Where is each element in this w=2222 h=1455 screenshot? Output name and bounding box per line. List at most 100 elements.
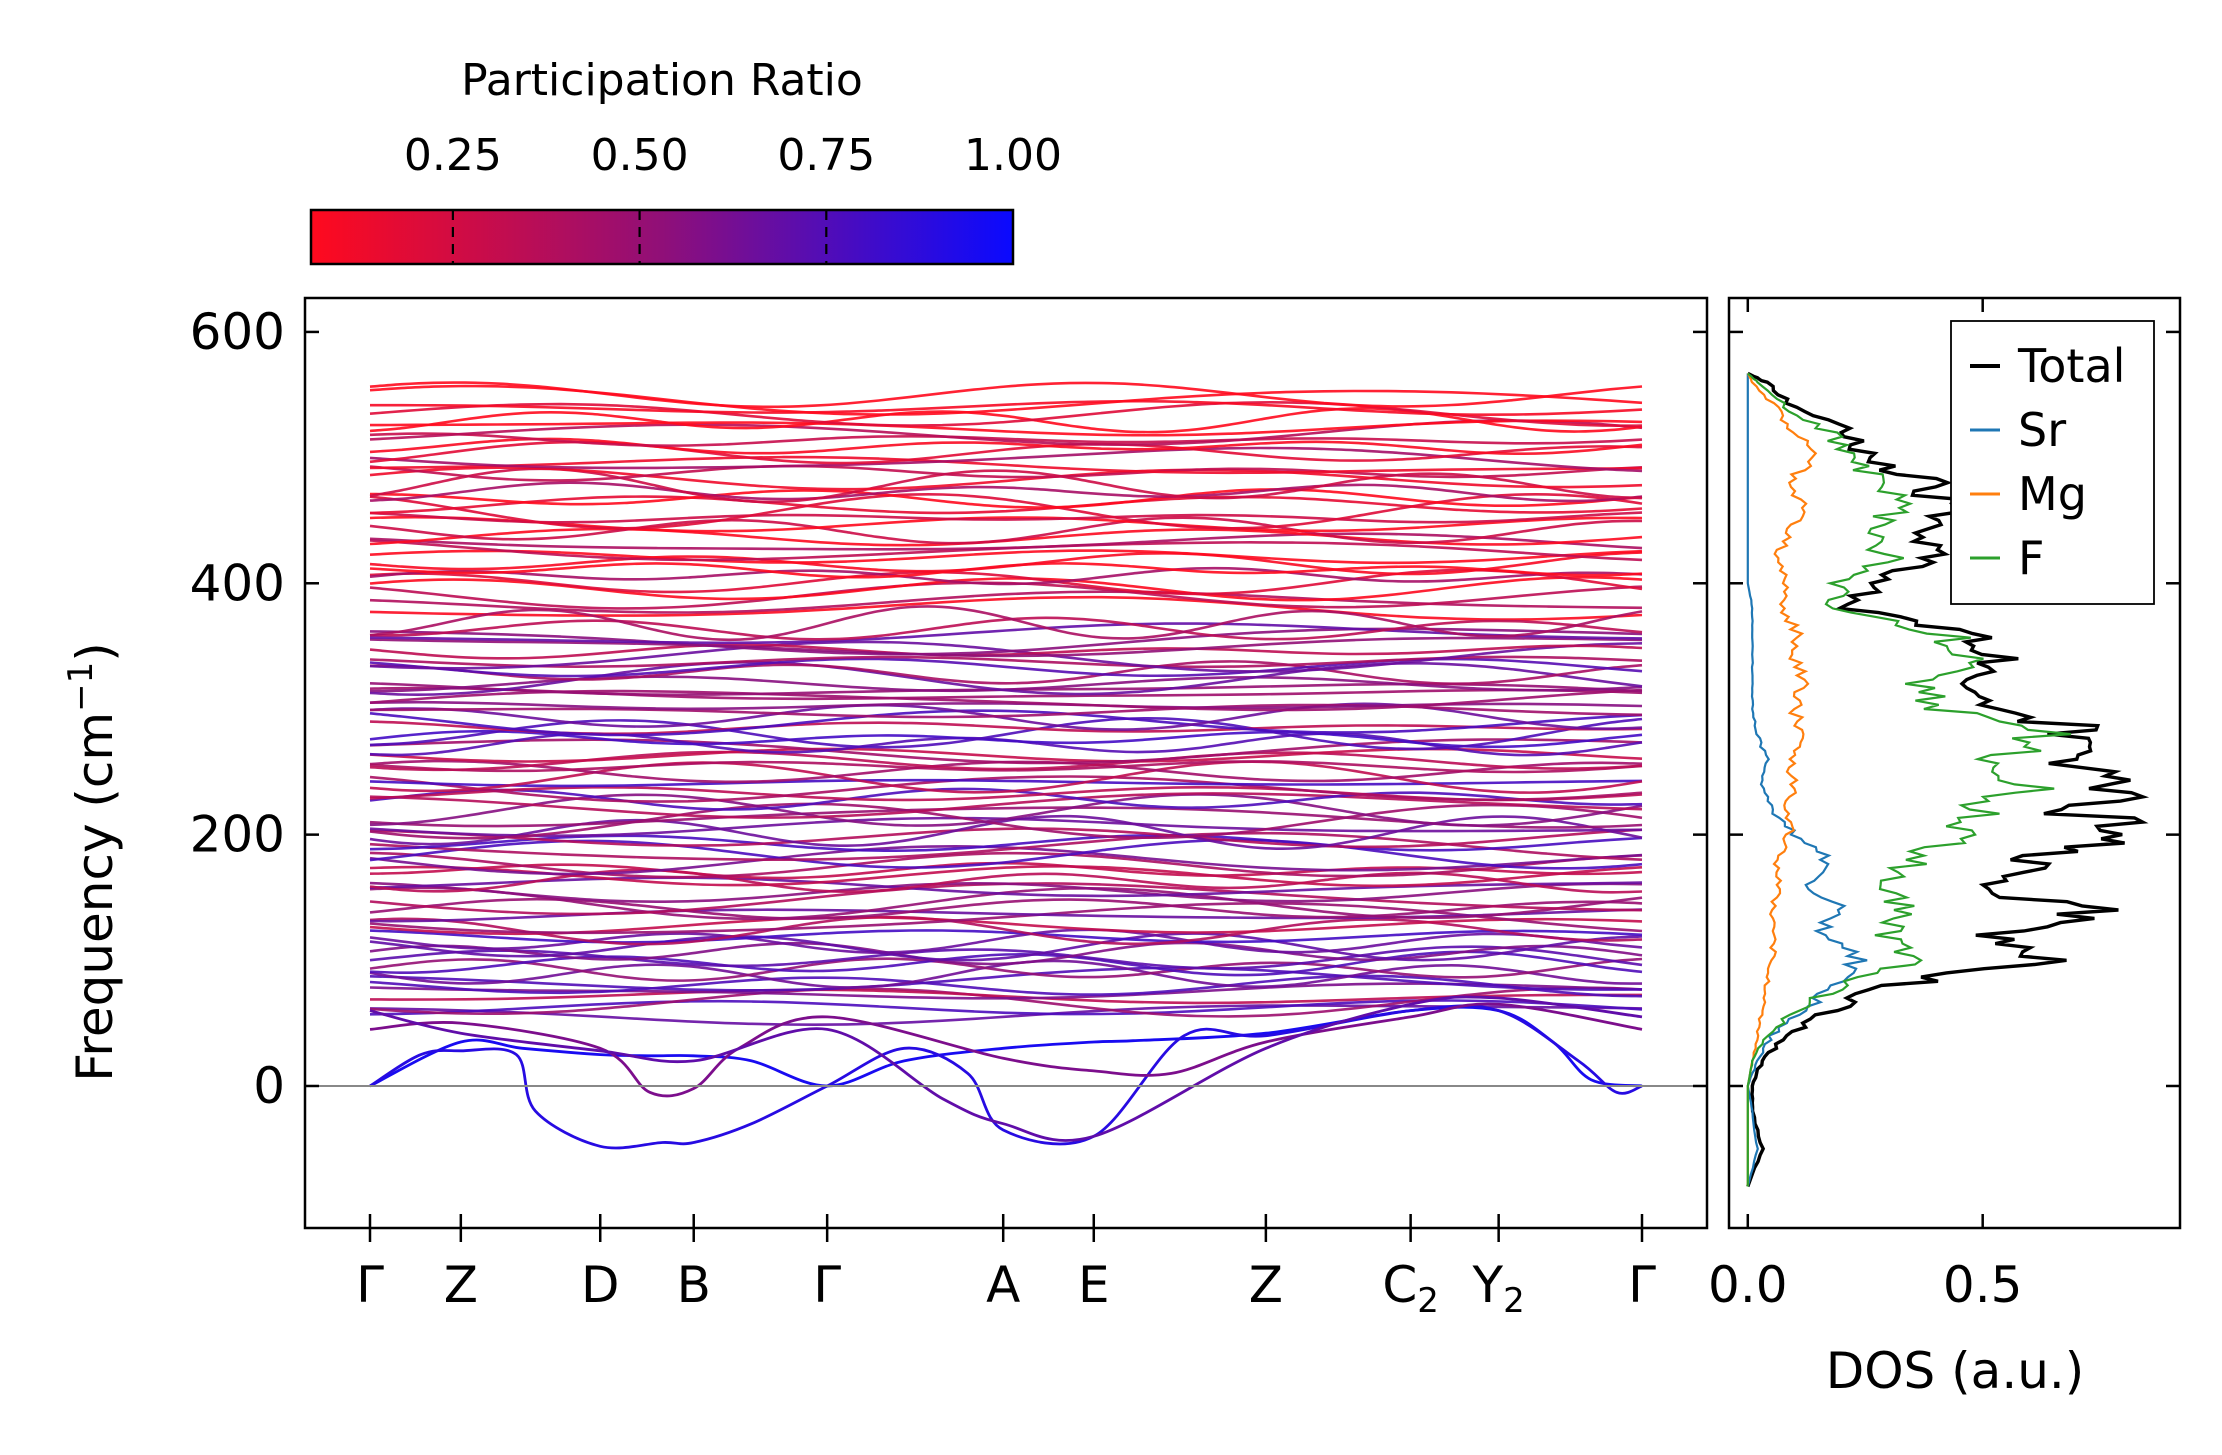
dos-x-axis: 0.0 0.5 bbox=[1708, 298, 2022, 1314]
phonon-band bbox=[369, 419, 1643, 437]
phonon-band bbox=[369, 532, 1643, 551]
kpoint-label: Z bbox=[1249, 1256, 1283, 1314]
kpoint-label: D bbox=[581, 1256, 620, 1314]
dos-axes-frame bbox=[1727, 296, 2182, 1230]
phonon-band bbox=[369, 838, 1643, 870]
dos-panel: 0.0 0.5 DOS (a.u.) Total Sr Mg F bbox=[1708, 296, 2182, 1400]
phonon-band bbox=[369, 865, 1643, 888]
dos-line-total bbox=[1746, 371, 2150, 1188]
phonon-band bbox=[369, 738, 1643, 765]
phonon-band bbox=[369, 616, 1643, 641]
phonon-band bbox=[369, 488, 1643, 509]
phonon-band bbox=[369, 595, 1643, 621]
kpoint-label: Γ bbox=[1628, 1256, 1656, 1314]
dos-line-mg bbox=[1746, 372, 1818, 1187]
band-axes-frame bbox=[303, 296, 1709, 1230]
phonon-band bbox=[369, 881, 1643, 904]
kpoint-label: E bbox=[1078, 1256, 1110, 1314]
phonon-band bbox=[369, 792, 1643, 819]
phonon-band bbox=[369, 568, 1643, 596]
phonon-band bbox=[369, 551, 1643, 576]
phonon-band bbox=[369, 775, 1643, 803]
colorbar-tick-label: 0.25 bbox=[404, 130, 502, 181]
legend-label: Total bbox=[2017, 339, 2125, 393]
phonon-band bbox=[369, 845, 1643, 876]
colorbar-tick-label: 0.50 bbox=[591, 130, 689, 181]
phonon-band bbox=[369, 549, 1643, 565]
phonon-band-optic-low-1 bbox=[369, 1002, 1643, 1098]
phonon-band bbox=[369, 988, 1642, 1005]
kpoint-label: C2 bbox=[1382, 1256, 1439, 1321]
phonon-band bbox=[369, 851, 1643, 879]
y-tick-label: 600 bbox=[190, 303, 285, 361]
phonon-band bbox=[369, 957, 1643, 982]
ylabel-sup: −1 bbox=[61, 662, 101, 712]
colorbar: Participation Ratio 0.25 0.50 0.75 1.00 bbox=[309, 55, 1062, 266]
phonon-band bbox=[370, 399, 1643, 416]
phonon-band bbox=[369, 660, 1643, 686]
phonon-band bbox=[369, 493, 1643, 530]
legend-label: Mg bbox=[2018, 467, 2087, 521]
phonon-band bbox=[369, 401, 1643, 427]
phonon-band bbox=[369, 566, 1643, 586]
phonon-band bbox=[369, 876, 1643, 898]
kpoint-label: Y2 bbox=[1472, 1256, 1525, 1321]
phonon-band bbox=[369, 747, 1643, 763]
dos-x-axis-label: DOS (a.u.) bbox=[1826, 1342, 2085, 1400]
phonon-band bbox=[369, 729, 1643, 749]
phonon-band bbox=[369, 516, 1643, 545]
phonon-band bbox=[369, 605, 1643, 642]
phonon-band bbox=[369, 760, 1643, 794]
phonon-band bbox=[369, 455, 1643, 475]
phonon-band bbox=[369, 709, 1643, 737]
legend-label: F bbox=[2018, 531, 2044, 585]
dos-y-ticks bbox=[1729, 330, 2180, 1088]
phonon-band bbox=[369, 432, 1643, 447]
colorbar-tick-label: 1.00 bbox=[964, 130, 1062, 181]
band-y-axis: 0 200 400 600 bbox=[190, 303, 1707, 1115]
phonon-band bbox=[369, 1004, 1643, 1027]
dos-line-sr bbox=[1746, 373, 1868, 1187]
y-tick-label: 200 bbox=[190, 806, 285, 864]
phonon-bands bbox=[369, 381, 1643, 1150]
dos-legend: Total Sr Mg F bbox=[1950, 320, 2155, 605]
phonon-band bbox=[369, 384, 1643, 416]
y-tick-label: 0 bbox=[253, 1057, 285, 1115]
phonon-band bbox=[369, 831, 1643, 862]
phonon-band bbox=[369, 636, 1643, 658]
ylabel-main: Frequency (cm bbox=[66, 712, 124, 1082]
phonon-band bbox=[369, 966, 1643, 992]
phonon-band-acoustic-2 bbox=[369, 1004, 1643, 1150]
phonon-band bbox=[369, 481, 1643, 503]
kpoint-label: A bbox=[986, 1256, 1020, 1314]
band-y-axis-label: Frequency (cm−1) bbox=[61, 642, 124, 1082]
dos-x-tick-label: 0.5 bbox=[1943, 1256, 2023, 1314]
phonon-band bbox=[369, 440, 1643, 465]
phonon-band bbox=[369, 897, 1643, 920]
phonon-band bbox=[369, 643, 1643, 660]
colorbar-title: Participation Ratio bbox=[461, 55, 863, 106]
kpoint-label: B bbox=[677, 1256, 711, 1314]
phonon-band bbox=[369, 941, 1643, 966]
phonon-band bbox=[369, 466, 1643, 491]
colorbar-ticks: 0.25 0.50 0.75 1.00 bbox=[404, 130, 1062, 264]
phonon-band bbox=[369, 446, 1643, 473]
phonon-band bbox=[369, 511, 1643, 524]
colorbar-tick-label: 0.75 bbox=[777, 130, 875, 181]
phonon-band bbox=[369, 778, 1643, 788]
band-structure-panel: 0 200 400 600 Γ Z D B Γ A E Z C2 Y2 Γ Frequency (cm−1… bbox=[61, 296, 1709, 1321]
phonon-band bbox=[369, 688, 1643, 712]
legend-label: Sr bbox=[2018, 403, 2066, 457]
phonon-band bbox=[369, 495, 1643, 515]
phonon-band bbox=[369, 932, 1643, 962]
phonon-band bbox=[369, 381, 1643, 409]
phonon-band bbox=[369, 622, 1643, 645]
band-kpath-axis: Γ Z D B Γ A E Z C2 Y2 Γ bbox=[356, 1214, 1656, 1321]
kpoint-label: Γ bbox=[813, 1256, 841, 1314]
phonon-band bbox=[369, 437, 1643, 456]
phonon-band bbox=[369, 929, 1643, 944]
colorbar-gradient bbox=[309, 208, 1015, 266]
ylabel-close: ) bbox=[66, 642, 124, 662]
dos-x-tick-label: 0.0 bbox=[1708, 1256, 1788, 1314]
